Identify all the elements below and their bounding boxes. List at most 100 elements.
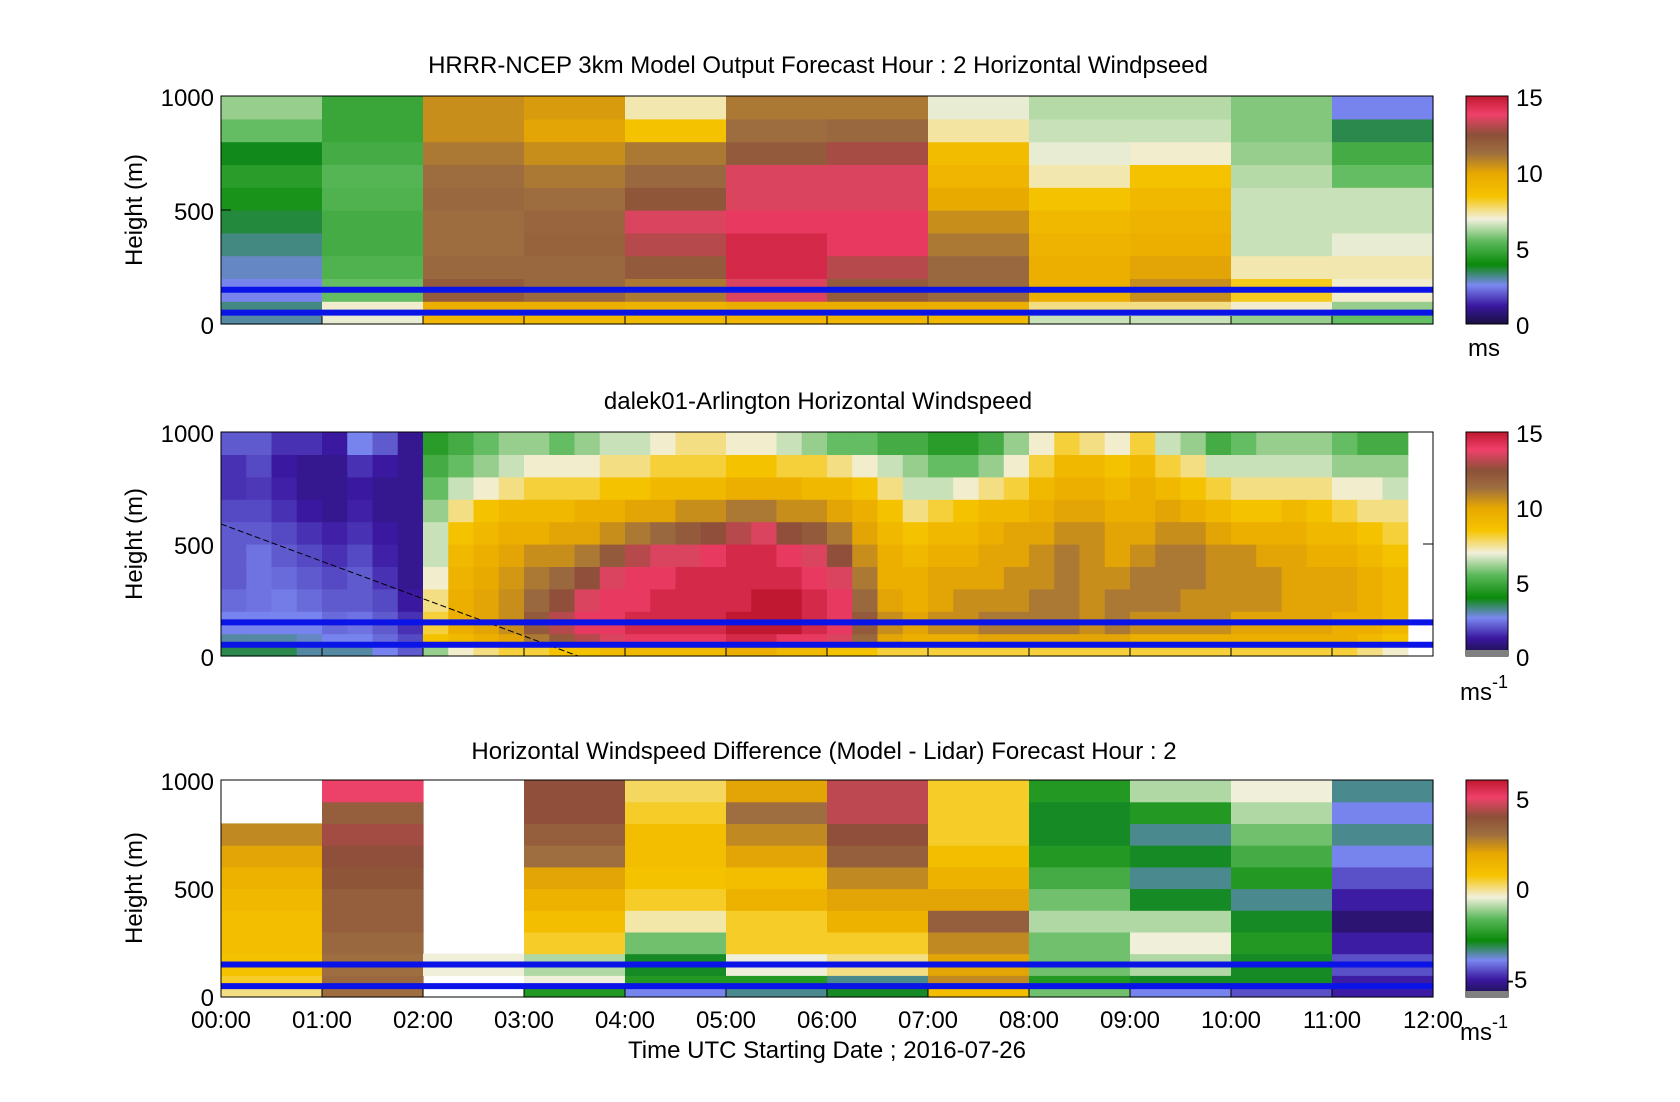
heatmap-cell (599, 544, 626, 567)
heatmap-cell (1382, 633, 1409, 646)
heatmap-cell (397, 476, 424, 500)
heatmap-cell (322, 544, 348, 567)
heatmap-cell (1079, 633, 1106, 646)
heatmap-cell (1231, 96, 1333, 120)
heatmap-cell (1054, 432, 1081, 455)
heatmap-cell (978, 588, 1005, 612)
heatmap-cell (524, 432, 550, 455)
heatmap-cell (1357, 476, 1384, 500)
heatmap-cell (827, 644, 853, 657)
heatmap-cell (1256, 544, 1283, 567)
heatmap-cell (675, 566, 702, 590)
panel-model-ytick-500: 500 (174, 199, 214, 226)
heatmap-cell (625, 931, 727, 955)
heatmap-cell (1357, 633, 1384, 646)
panel-lidar-ylabel: Height (m) (121, 488, 148, 600)
heatmap-cell (1029, 96, 1131, 120)
heatmap-cell (1104, 454, 1131, 478)
heatmap-cell (953, 544, 980, 567)
heatmap-cell (296, 454, 323, 478)
heatmap-cell (1029, 499, 1055, 523)
heatmap-cell (1180, 499, 1207, 523)
heatmap-cell (524, 888, 626, 911)
heatmap-cell (221, 210, 323, 234)
heatmap-cell (877, 566, 904, 590)
panel-lidar-overlay-lines (221, 619, 1433, 648)
heatmap-cell (1382, 521, 1409, 545)
heatmap-cell (928, 845, 1030, 868)
heatmap-cell (524, 633, 550, 646)
heatmap-cell (1029, 255, 1131, 279)
heatmap-cell (1003, 521, 1030, 545)
heatmap-cell (423, 499, 449, 523)
heatmap-cell (1357, 544, 1384, 567)
heatmap-cell (726, 210, 828, 234)
heatmap-cell (1306, 499, 1333, 523)
heatmap-cell (625, 801, 727, 824)
heatmap-cell (1332, 187, 1434, 211)
heatmap-cell (322, 255, 424, 279)
heatmap-cell (877, 544, 904, 567)
heatmap-cell (1130, 454, 1156, 478)
heatmap-cell (877, 644, 904, 657)
heatmap-cell (1281, 544, 1308, 567)
heatmap-cell (1029, 644, 1055, 657)
heatmap-cell (221, 910, 323, 933)
heatmap-cell (852, 588, 879, 612)
heatmap-cell (423, 118, 525, 143)
panel-difference-heatmap (221, 780, 1434, 998)
heatmap-cell (852, 499, 879, 523)
heatmap-cell (1029, 975, 1131, 987)
heatmap-cell (1104, 432, 1131, 455)
heatmap-cell (877, 454, 904, 478)
heatmap-cell (524, 780, 626, 803)
heatmap-cell (1180, 566, 1207, 590)
heatmap-cell (397, 633, 424, 646)
heatmap-cell (1130, 210, 1232, 234)
heatmap-cell (524, 454, 550, 478)
heatmap-cell (524, 801, 626, 824)
heatmap-cell (1306, 566, 1333, 590)
heatmap-cell (1306, 476, 1333, 500)
heatmap-cell (776, 566, 803, 590)
heatmap-cell (423, 432, 449, 455)
heatmap-cell (650, 544, 677, 567)
heatmap-cell (1281, 476, 1308, 500)
heatmap-cell (549, 566, 576, 590)
heatmap-cell (221, 255, 323, 279)
heatmap-cell (1306, 544, 1333, 567)
heatmap-cell (423, 454, 449, 478)
panel-lidar-cbar-unit: ms-1 (1460, 672, 1508, 706)
heatmap-cell (1029, 633, 1055, 646)
heatmap-cell (675, 476, 702, 500)
heatmap-cell (625, 910, 727, 933)
heatmap-cell (296, 499, 323, 523)
heatmap-cell (423, 476, 449, 500)
heatmap-cell (928, 118, 1030, 143)
heatmap-cell (473, 476, 500, 500)
heatmap-cell (978, 633, 1005, 646)
heatmap-cell (498, 566, 525, 590)
heatmap-cell (902, 566, 929, 590)
heatmap-cell (801, 521, 828, 545)
heatmap-cell (827, 780, 929, 803)
heatmap-cell (1130, 96, 1232, 120)
panel-model-colorbar (1465, 95, 1509, 325)
panel-lidar-ytick-0: 0 (201, 645, 214, 672)
heatmap-cell (776, 633, 803, 646)
heatmap-cell (1130, 118, 1232, 143)
heatmap-cell (1231, 255, 1333, 279)
heatmap-cell (347, 499, 374, 523)
x-tick-label: 06:00 (797, 1007, 857, 1034)
heatmap-cell (978, 499, 1005, 523)
heatmap-cell (423, 521, 449, 545)
heatmap-cell (1332, 521, 1358, 545)
heatmap-cell (1256, 499, 1283, 523)
panel-model-ytick-0: 0 (201, 313, 214, 340)
panel-model-title: HRRR-NCEP 3km Model Output Forecast Hour… (428, 52, 1208, 79)
heatmap-cell (953, 588, 980, 612)
heatmap-cell (1155, 432, 1182, 455)
heatmap-cell (1079, 476, 1106, 500)
heatmap-cell (877, 499, 904, 523)
heatmap-cell (221, 975, 323, 987)
